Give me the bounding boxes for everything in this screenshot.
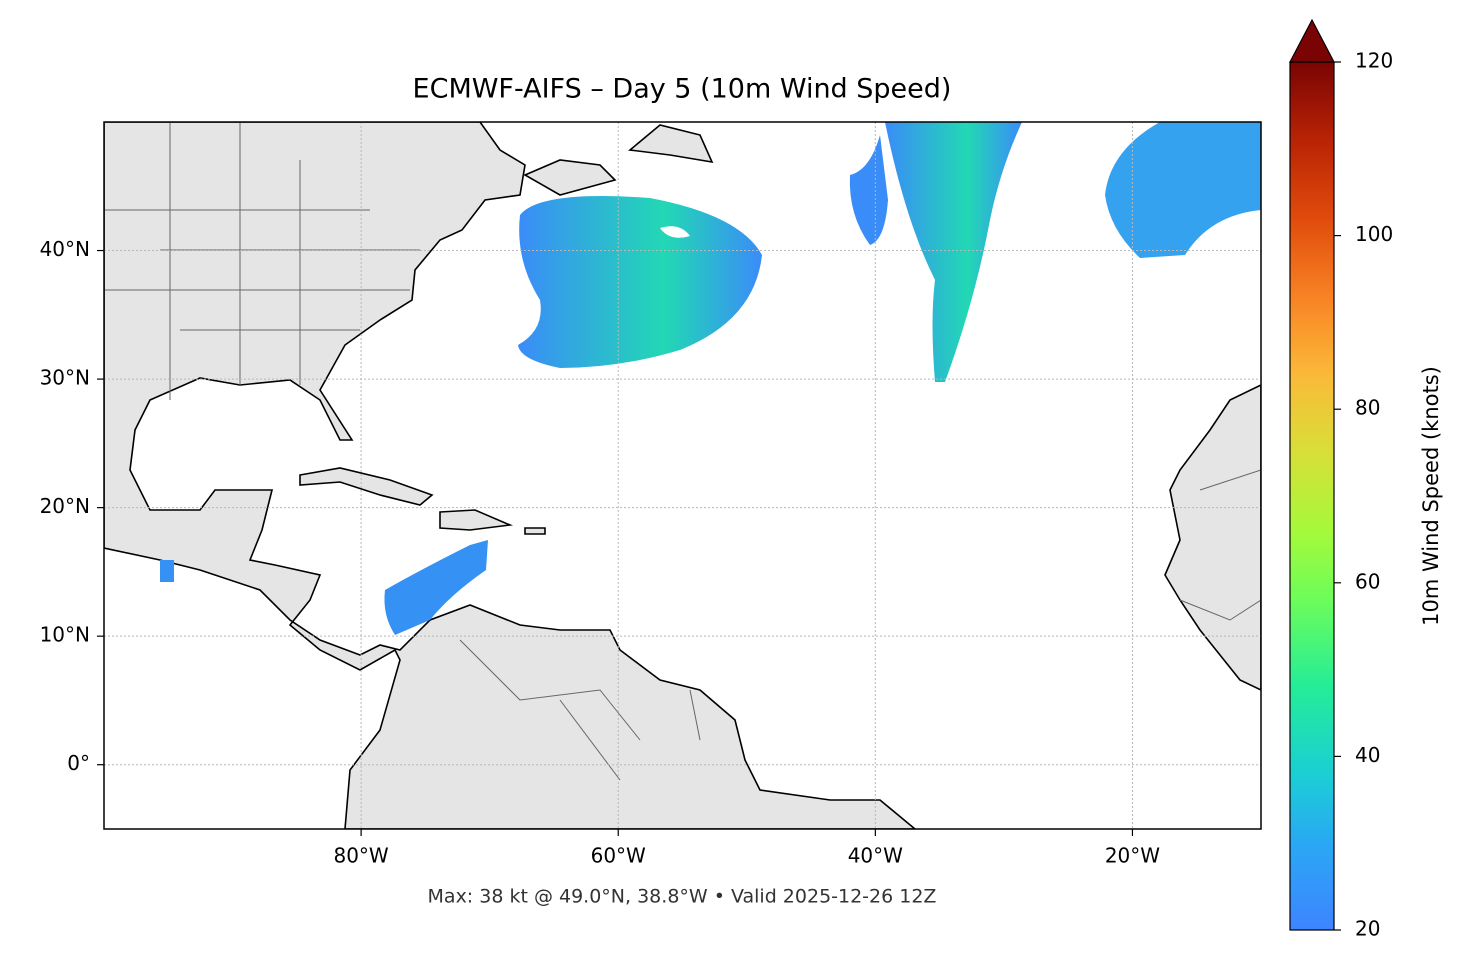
- wind-field: [160, 560, 174, 582]
- colorbar-tick-label: 120: [1355, 49, 1393, 73]
- colorbar-tick-label: 100: [1355, 222, 1393, 246]
- x-tick-label: 60°W: [591, 844, 646, 868]
- wind-field: [885, 122, 1022, 382]
- map-area: [104, 122, 1261, 829]
- africa: [1164, 384, 1261, 691]
- cuba: [299, 467, 434, 506]
- wind-hole: [660, 226, 690, 238]
- wind-field: [384, 540, 488, 635]
- map-frame: [103, 121, 1262, 830]
- y-tick-label: 0°: [67, 751, 90, 775]
- y-tick-label: 20°N: [40, 494, 90, 518]
- borders: [104, 122, 1261, 781]
- y-tick-label: 30°N: [40, 366, 90, 390]
- map-title: ECMWF-AIFS – Day 5 (10m Wind Speed): [413, 74, 952, 105]
- colorbar-extend: [1289, 18, 1335, 63]
- colorbar-tick-label: 40: [1355, 743, 1380, 767]
- x-tick-label: 80°W: [333, 844, 388, 868]
- grid: [104, 122, 1261, 829]
- wind-field: [1105, 122, 1261, 258]
- nova-scotia: [523, 159, 617, 196]
- x-tick-label: 40°W: [848, 844, 903, 868]
- colorbar-tick-label: 60: [1355, 569, 1380, 593]
- y-tick-label: 10°N: [40, 623, 90, 647]
- newfoundland: [628, 124, 714, 164]
- wind-field: [849, 135, 888, 245]
- puerto-rico: [524, 527, 546, 535]
- y-tick-label: 40°N: [40, 237, 90, 261]
- colorbar-tick-label: 80: [1355, 396, 1380, 420]
- colorbar-frame: [1289, 61, 1335, 931]
- colorbar-tick-label: 20: [1355, 917, 1380, 941]
- wind-field: [518, 196, 762, 368]
- hispaniola: [439, 509, 514, 531]
- footer-note: Max: 38 kt @ 49.0°N, 38.8°W • Valid 2025…: [428, 886, 937, 908]
- americas: [104, 122, 917, 829]
- x-tick-label: 20°W: [1105, 844, 1160, 868]
- colorbar: [1290, 62, 1334, 930]
- colorbar-label: 10m Wind Speed (knots): [1419, 366, 1443, 626]
